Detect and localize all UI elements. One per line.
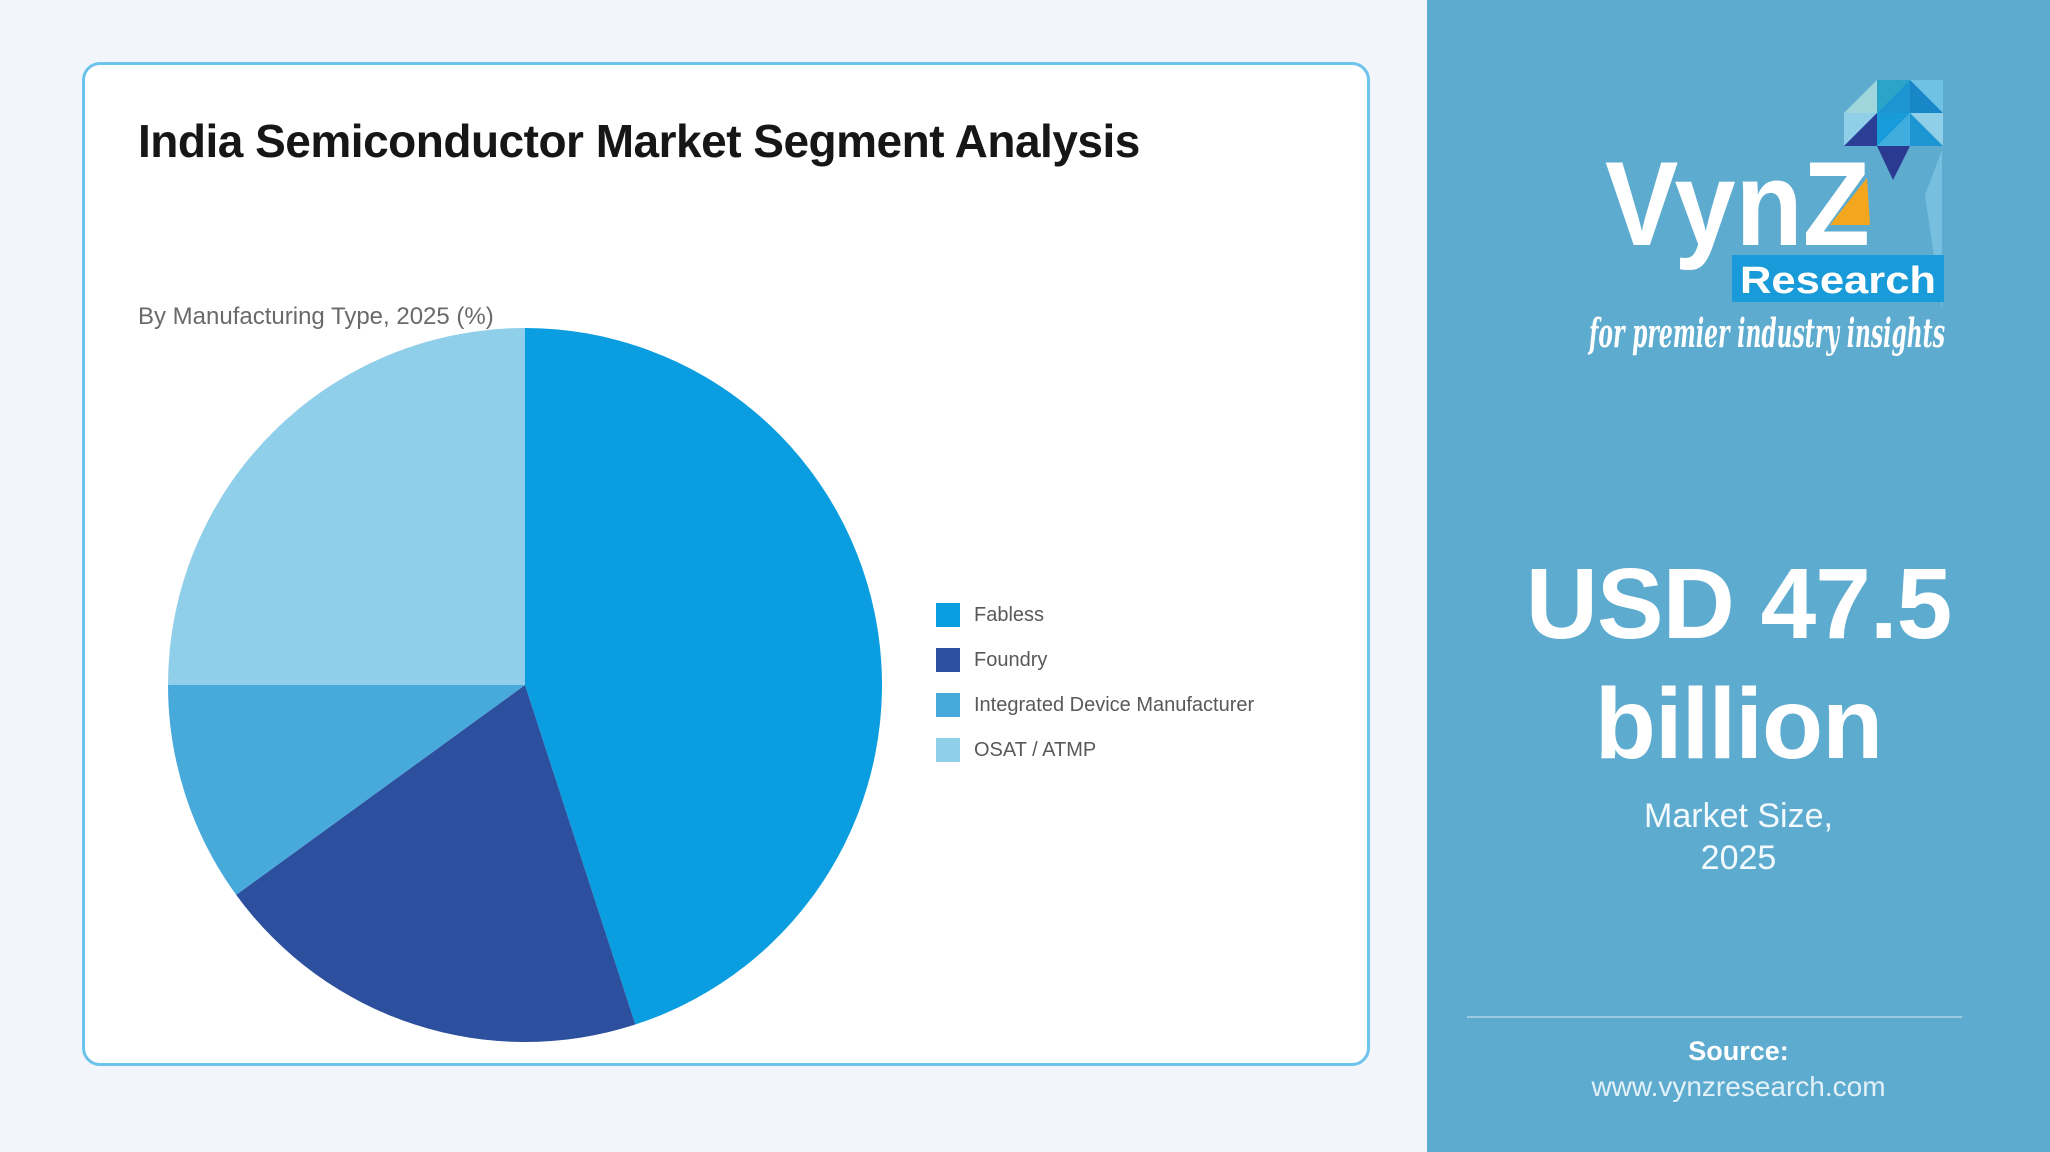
logo-yellow-triangle-icon	[1830, 178, 1870, 225]
pie-chart	[168, 328, 882, 1042]
chart-title: India Semiconductor Market Segment Analy…	[138, 115, 1140, 167]
legend-item[interactable]: Fabless	[936, 603, 1254, 627]
market-value: USD 47.5 billion	[1525, 548, 1953, 780]
source-label: Source:	[1688, 1036, 1789, 1066]
legend-swatch-icon	[936, 603, 960, 627]
pie-slice-osat-atmp[interactable]	[168, 328, 525, 685]
vynz-research-logo: VynZ Research for premier industry insig…	[1587, 80, 1945, 357]
logo-tagline-text: for premier industry insights	[1587, 310, 1945, 357]
chart-subtitle: By Manufacturing Type, 2025 (%)	[138, 303, 494, 330]
legend-item[interactable]: Foundry	[936, 648, 1254, 672]
chart-card: India Semiconductor Market Segment Analy…	[82, 62, 1370, 1066]
legend-swatch-icon	[936, 693, 960, 717]
pie-slice-fabless[interactable]	[525, 328, 882, 1025]
legend-item[interactable]: OSAT / ATMP	[936, 738, 1254, 762]
chart-legend: Fabless Foundry Integrated Device Manufact…	[936, 603, 1254, 762]
legend-label: Foundry	[974, 648, 1048, 671]
legend-swatch-icon	[936, 738, 960, 762]
legend-swatch-icon	[936, 648, 960, 672]
legend-label: Integrated Device Manufacturer	[974, 693, 1255, 716]
footer-divider	[1467, 1016, 1962, 1018]
market-size-year: 2025	[1700, 839, 1777, 877]
logo-research-box	[1732, 255, 1944, 302]
logo-brand-text: VynZ	[1605, 137, 1870, 271]
pie-svg	[168, 328, 882, 1042]
legend-label: OSAT / ATMP	[974, 738, 1097, 761]
market-size-caption: Market Size, 2025	[1427, 795, 2050, 879]
legend-item[interactable]: Integrated Device Manufacturer	[936, 693, 1254, 717]
info-panel: VynZ Research for premier industry insig…	[1427, 0, 2050, 1152]
pie-slice-integrated-device-manufacturer[interactable]	[168, 685, 525, 895]
logo-subbrand-text: Research	[1740, 260, 1936, 302]
pie-slice-foundry[interactable]	[236, 685, 636, 1042]
source-url[interactable]: www.vynzresearch.com	[1591, 1071, 1886, 1102]
legend-label: Fabless	[974, 603, 1045, 626]
market-size-label: Market Size,	[1644, 797, 1833, 835]
